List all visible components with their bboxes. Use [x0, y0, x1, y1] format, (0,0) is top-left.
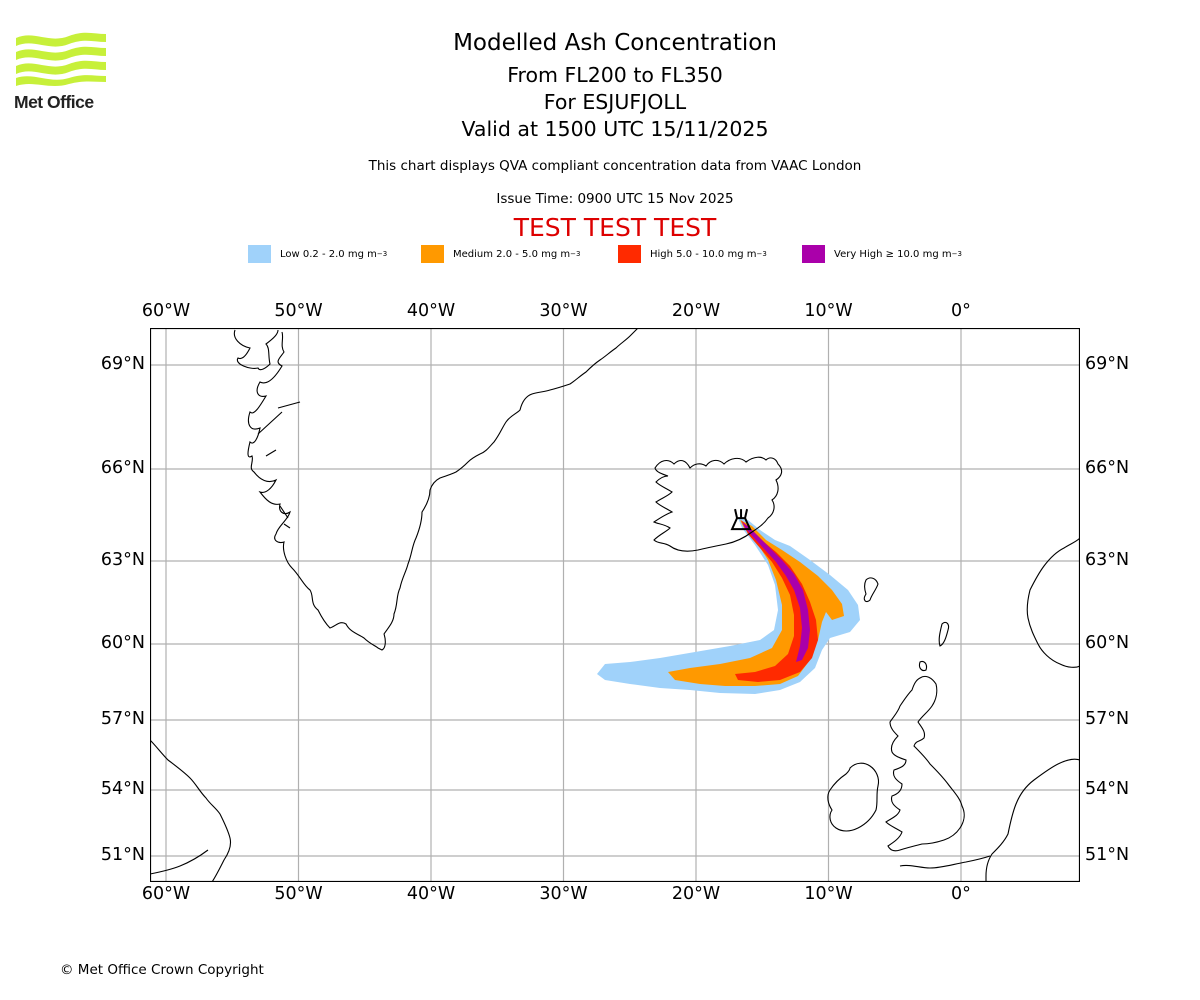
- copyright: © Met Office Crown Copyright: [60, 962, 264, 978]
- lon-tick-label-top: 30°W: [539, 301, 588, 321]
- legend-item-high: High 5.0 - 10.0 mg m −3: [618, 244, 767, 264]
- coastline-continent: [985, 758, 1080, 882]
- lat-tick-label-left: 69°N: [100, 354, 145, 374]
- lon-tick-label-bottom: 0°: [951, 884, 971, 904]
- logo-text: Met Office: [14, 92, 94, 112]
- lon-tick-label-top: 0°: [951, 301, 971, 321]
- legend-swatch-low: [248, 245, 271, 263]
- volcano-name: For ESJUFJOLL: [543, 90, 687, 114]
- coastline-faroe-islands: [863, 577, 879, 603]
- coastline-shetland: [938, 621, 950, 647]
- lat-tick-label-right: 54°N: [1085, 779, 1130, 799]
- lat-tick-label-right: 63°N: [1085, 550, 1130, 570]
- chart-title: Modelled Ash Concentration: [453, 30, 777, 56]
- coastline-greenland-fjords: [257, 401, 301, 529]
- lat-tick-label-left: 60°N: [100, 633, 145, 653]
- legend-unit-exponent: −3: [951, 250, 962, 258]
- coastline-labrador: [150, 739, 232, 882]
- lon-tick-label-top: 60°W: [141, 301, 191, 321]
- lat-tick-label-right: 69°N: [1085, 354, 1130, 374]
- legend-label: Medium 2.0 - 5.0 mg m: [453, 248, 571, 260]
- test-banner: TEST TEST TEST: [513, 213, 717, 242]
- coastlines: [150, 328, 1080, 882]
- lat-tick-label-right: 57°N: [1085, 709, 1130, 729]
- lon-tick-label-bottom: 30°W: [539, 884, 588, 904]
- ash-concentration-map[interactable]: [150, 328, 1080, 882]
- lon-tick-label-bottom: 40°W: [406, 884, 456, 904]
- legend-label: Very High ≥ 10.0 mg m: [834, 248, 952, 260]
- legend-swatch-high: [618, 245, 641, 263]
- lon-tick-label-top: 50°W: [274, 301, 323, 321]
- lon-tick-label-bottom: 60°W: [141, 884, 191, 904]
- lon-tick-label-top: 20°W: [671, 301, 721, 321]
- lon-tick-label-bottom: 10°W: [804, 884, 853, 904]
- valid-time: Valid at 1500 UTC 15/11/2025: [461, 117, 769, 141]
- lat-tick-label-left: 63°N: [100, 550, 145, 570]
- lon-tick-label-bottom: 20°W: [671, 884, 721, 904]
- volcano-symbol: [730, 508, 752, 531]
- lon-tick-label-bottom: 50°W: [274, 884, 323, 904]
- coastline-great-britain: [885, 675, 965, 852]
- met-office-waves-icon: [16, 32, 106, 86]
- plume-very-high: [742, 522, 810, 662]
- lon-tick-label-top: 40°W: [406, 301, 456, 321]
- legend-label: Low 0.2 - 2.0 mg m: [280, 248, 377, 260]
- coastline-iceland: [652, 456, 783, 552]
- legend-swatch-very-high: [802, 245, 825, 263]
- lat-tick-label-right: 60°N: [1085, 633, 1130, 653]
- lon-tick-label-top: 10°W: [804, 301, 853, 321]
- legend-swatch-medium: [421, 245, 444, 263]
- legend-item-very-high: Very High ≥ 10.0 mg m −3: [802, 244, 962, 264]
- ash-plume: [597, 518, 860, 694]
- legend-item-low: Low 0.2 - 2.0 mg m −3: [248, 244, 387, 264]
- issue-time: Issue Time: 0900 UTC 15 Nov 2025: [496, 191, 734, 207]
- lat-tick-label-left: 57°N: [100, 709, 145, 729]
- lat-tick-label-left: 51°N: [100, 845, 145, 865]
- legend-item-medium: Medium 2.0 - 5.0 mg m −3: [421, 244, 580, 264]
- map-frame: [150, 328, 1080, 882]
- lat-tick-label-left: 54°N: [100, 779, 145, 799]
- legend-unit-exponent: −3: [756, 250, 767, 258]
- coastline-france-north: [899, 855, 991, 869]
- lat-tick-label-right: 51°N: [1085, 845, 1130, 865]
- volcano-icon: [730, 508, 752, 531]
- legend-label: High 5.0 - 10.0 mg m: [650, 248, 757, 260]
- coastline-norway: [1026, 537, 1080, 668]
- legend-unit-exponent: −3: [570, 250, 581, 258]
- coastline-orkney: [918, 660, 928, 672]
- coastline-newfoundland: [150, 849, 209, 875]
- lat-tick-label-right: 66°N: [1085, 458, 1130, 478]
- flight-levels: From FL200 to FL350: [507, 63, 723, 87]
- legend-unit-exponent: −3: [376, 250, 388, 258]
- graticule: [150, 328, 1080, 882]
- met-office-logo: Met Office: [14, 30, 108, 112]
- coastline-greenland-west: [233, 328, 639, 651]
- plume-high: [735, 520, 818, 682]
- lat-tick-label-left: 66°N: [100, 458, 145, 478]
- coastline-ireland: [827, 762, 880, 832]
- chart-subtitle: This chart displays QVA compliant concen…: [368, 158, 862, 174]
